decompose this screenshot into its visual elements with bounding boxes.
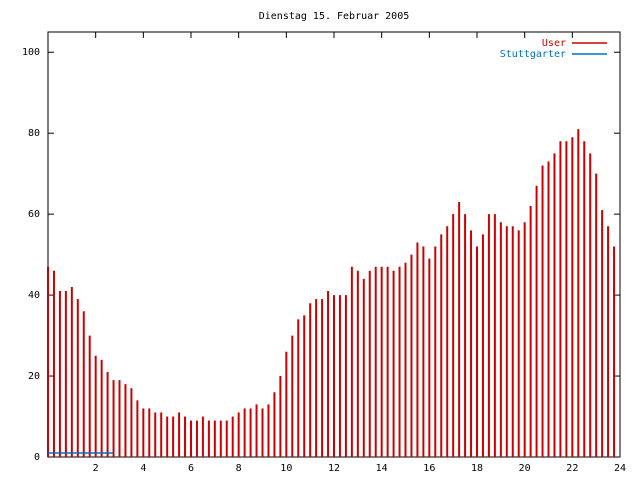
legend-label: User <box>542 38 566 49</box>
x-tick-label: 12 <box>328 463 340 474</box>
y-tick-label: 0 <box>34 452 40 463</box>
x-tick-label: 4 <box>140 463 146 474</box>
y-tick-label: 20 <box>28 371 40 382</box>
x-tick-label: 24 <box>614 463 626 474</box>
x-tick-label: 22 <box>566 463 578 474</box>
x-tick-label: 18 <box>471 463 483 474</box>
x-tick-label: 6 <box>188 463 194 474</box>
x-tick-label: 16 <box>423 463 435 474</box>
y-tick-label: 100 <box>22 47 40 58</box>
y-tick-label: 80 <box>28 128 40 139</box>
x-tick-label: 14 <box>376 463 388 474</box>
y-tick-label: 60 <box>28 209 40 220</box>
legend-label: Stuttgarter <box>500 49 566 60</box>
x-tick-label: 8 <box>236 463 242 474</box>
x-tick-label: 10 <box>280 463 292 474</box>
y-tick-label: 40 <box>28 290 40 301</box>
x-tick-label: 20 <box>519 463 531 474</box>
x-tick-label: 2 <box>93 463 99 474</box>
chart-title: Dienstag 15. Februar 2005 <box>259 11 410 22</box>
